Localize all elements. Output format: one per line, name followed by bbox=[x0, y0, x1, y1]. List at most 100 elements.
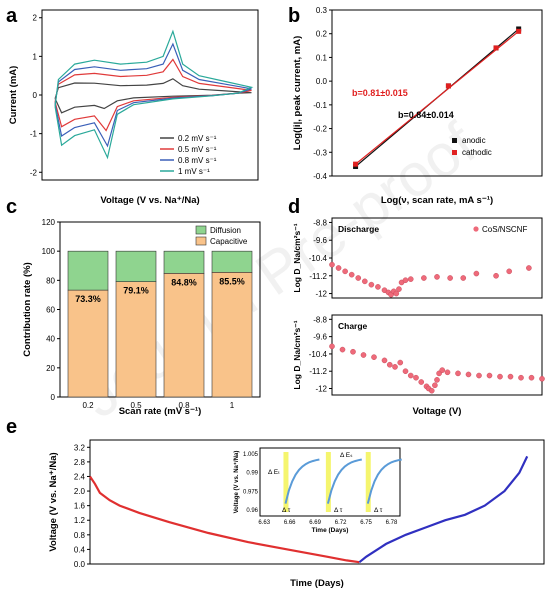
bar-data-label: 73.3% bbox=[75, 294, 101, 304]
y-axis-label-e: Voltage (V vs. Na⁺/Na) bbox=[48, 452, 59, 551]
y-tick-label: -11.2 bbox=[309, 272, 327, 281]
inset-y-tick-label: 0.99 bbox=[246, 471, 258, 477]
y-tick-label: 2.0 bbox=[74, 487, 86, 496]
data-point-cathodic bbox=[493, 45, 499, 51]
y-tick-label: 0.0 bbox=[74, 560, 86, 569]
fit-line-cathodic bbox=[355, 30, 520, 165]
data-point-d-discharge bbox=[447, 275, 453, 281]
data-point-d-discharge bbox=[393, 290, 400, 297]
y-tick-label: -12 bbox=[315, 385, 327, 394]
y-tick-label: -1 bbox=[30, 130, 38, 139]
legend-label: anodic bbox=[462, 136, 486, 145]
bar-diffusion bbox=[211, 250, 253, 273]
data-point-d-discharge bbox=[368, 281, 375, 288]
y-tick-label: 2 bbox=[33, 14, 38, 23]
y-tick-label: 3.2 bbox=[74, 443, 86, 452]
legend-label: 1 mV s⁻¹ bbox=[178, 167, 210, 176]
data-point-d-charge bbox=[407, 372, 414, 379]
y-tick-label: -11.2 bbox=[309, 367, 327, 376]
data-point-d-discharge bbox=[396, 286, 402, 292]
bar-data-label: 84.8% bbox=[171, 277, 197, 287]
y-tick-label: 60 bbox=[46, 306, 55, 315]
bar-data-label: 79.1% bbox=[123, 286, 149, 296]
panel-letter-b: b bbox=[288, 5, 300, 27]
legend-label: 0.2 mV s⁻¹ bbox=[178, 134, 217, 143]
y-axis-label-d-bottom: Log D_Na/cm²s⁻¹ bbox=[292, 320, 302, 389]
inset-x-tick-label: 6.78 bbox=[386, 520, 398, 526]
y-tick-label: 100 bbox=[42, 247, 56, 256]
bar-diffusion bbox=[163, 250, 205, 274]
data-point-d-charge bbox=[360, 352, 367, 358]
inset-x-tick-label: 6.66 bbox=[284, 520, 296, 526]
panel-letter-d: d bbox=[288, 196, 300, 218]
bar-capacitive bbox=[67, 289, 109, 398]
data-point-d-charge bbox=[434, 377, 440, 383]
data-point-d-discharge bbox=[460, 275, 467, 281]
bar-diffusion bbox=[67, 250, 109, 291]
data-point-d-discharge bbox=[402, 277, 409, 284]
y-tick-label: 0 bbox=[33, 91, 38, 100]
y-axis-label-d-top: Log D_Na/cm²s⁻¹ bbox=[292, 223, 302, 292]
inset-x-tick-label: 6.72 bbox=[335, 520, 347, 526]
y-tick-label: -0.1 bbox=[313, 101, 327, 110]
plot-frame-d-charge bbox=[331, 314, 543, 396]
data-point-d-charge bbox=[476, 372, 482, 379]
cv-curve-1 bbox=[54, 58, 252, 132]
legend-label: 0.8 mV s⁻¹ bbox=[178, 156, 217, 165]
panel-letter-c: c bbox=[6, 196, 17, 218]
gitt-curve-charge bbox=[358, 455, 529, 564]
data-point-d-charge bbox=[371, 354, 377, 360]
data-point-d-discharge bbox=[407, 276, 414, 282]
data-point-cathodic bbox=[516, 28, 522, 34]
y-tick-label: 80 bbox=[46, 276, 55, 285]
cv-curve-3 bbox=[54, 29, 254, 160]
data-point-d-charge bbox=[539, 375, 545, 382]
x-axis-label-b: Log(ν, scan rate, mA s⁻¹) bbox=[381, 195, 493, 206]
data-point-d-charge bbox=[528, 374, 535, 381]
plot-frame-e bbox=[89, 439, 545, 565]
legend-label: Diffusion bbox=[210, 226, 241, 235]
bar-capacitive bbox=[115, 281, 157, 398]
data-point-cathodic bbox=[445, 83, 451, 89]
inset-annotation: Δ Eₜ bbox=[268, 469, 280, 476]
y-tick-label: 0.1 bbox=[316, 53, 328, 62]
data-point-d-discharge bbox=[375, 284, 381, 290]
y-tick-label: 0.8 bbox=[74, 531, 86, 540]
inset-x-tick-label: 6.75 bbox=[360, 520, 372, 526]
inset-pulse-highlight bbox=[365, 452, 371, 512]
y-axis-label-b: Log(|i|, peak current, mA) bbox=[292, 36, 303, 151]
data-point-cathodic bbox=[353, 161, 359, 167]
y-tick-label: -10.4 bbox=[309, 350, 328, 359]
x-axis-label-e: Time (Days) bbox=[290, 578, 344, 589]
annotation-b-anodic: b=0.84±0.014 bbox=[398, 110, 454, 120]
data-point-d-discharge bbox=[342, 268, 348, 275]
x-axis-label-a: Voltage (V vs. Na⁺/Na) bbox=[100, 195, 199, 206]
data-point-d-charge bbox=[386, 361, 393, 368]
legend-label: 0.5 mV s⁻¹ bbox=[178, 145, 217, 154]
inset-x-label: Time (Days) bbox=[312, 527, 349, 534]
data-point-d-discharge bbox=[335, 265, 342, 271]
cv-curve-2 bbox=[54, 42, 252, 148]
data-point-d-discharge bbox=[526, 265, 532, 271]
data-point-d-charge bbox=[428, 387, 435, 394]
x-axis-label-c: Scan rate (mV s⁻¹) bbox=[119, 406, 202, 417]
x-tick-label: 0.2 bbox=[82, 401, 94, 410]
y-tick-label: -8.8 bbox=[313, 315, 327, 324]
data-point-d-discharge bbox=[355, 275, 362, 281]
legend-swatch bbox=[452, 138, 457, 143]
x-tick-label: 0.8 bbox=[178, 401, 190, 410]
data-point-d-discharge bbox=[506, 268, 512, 275]
gitt-curve-discharge bbox=[89, 475, 360, 564]
y-tick-label: -12 bbox=[315, 290, 327, 299]
legend-swatch bbox=[452, 150, 457, 155]
annotation-b-cathodic: b=0.81±0.015 bbox=[352, 88, 408, 98]
data-point-d-charge bbox=[402, 368, 409, 375]
y-tick-label: 120 bbox=[42, 218, 56, 227]
legend-label: cathodic bbox=[462, 148, 492, 157]
legend-label: Capacitive bbox=[210, 237, 248, 246]
y-tick-label: 20 bbox=[46, 364, 55, 373]
y-tick-label: -0.3 bbox=[313, 148, 327, 157]
data-point-d-charge bbox=[518, 374, 524, 381]
y-tick-label: 2.4 bbox=[74, 472, 86, 481]
